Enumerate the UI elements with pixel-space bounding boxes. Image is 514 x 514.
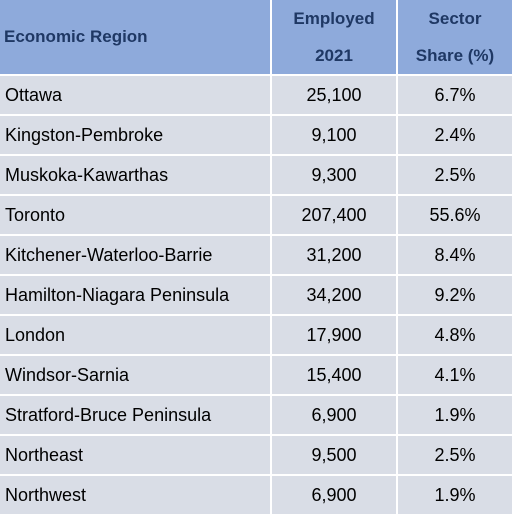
cell-region: Kitchener-Waterloo-Barrie xyxy=(0,236,270,274)
cell-region: Toronto xyxy=(0,196,270,234)
cell-region-text: Muskoka-Kawarthas xyxy=(5,164,169,185)
cell-region: Muskoka-Kawarthas xyxy=(0,156,270,194)
cell-region-text: Northwest xyxy=(5,484,87,505)
header-share-line2: Share (%) xyxy=(415,46,495,65)
cell-employed: 25,100 xyxy=(272,76,396,114)
cell-employed: 9,300 xyxy=(272,156,396,194)
table-header-row: Economic Region Employed 2021 Sector Sha… xyxy=(0,0,512,74)
cell-region-text: Hamilton-Niagara Peninsula xyxy=(5,284,230,305)
cell-employed: 6,900 xyxy=(272,476,396,514)
cell-share: 4.8% xyxy=(398,316,512,354)
cell-employed-text: 34,200 xyxy=(306,284,362,305)
table-row: Northeast 9,500 2.5% xyxy=(0,436,512,474)
cell-share: 2.5% xyxy=(398,436,512,474)
header-employed-line1: Employed xyxy=(293,9,375,28)
table-row: Northwest 6,900 1.9% xyxy=(0,476,512,514)
cell-employed-text: 9,300 xyxy=(311,164,357,185)
cell-employed: 207,400 xyxy=(272,196,396,234)
cell-employed-text: 9,500 xyxy=(311,444,357,465)
cell-employed-text: 31,200 xyxy=(306,244,362,265)
cell-share: 9.2% xyxy=(398,276,512,314)
cell-employed: 9,500 xyxy=(272,436,396,474)
cell-region-text: Windsor-Sarnia xyxy=(5,364,130,385)
header-employed: Employed 2021 xyxy=(272,0,396,74)
cell-share: 4.1% xyxy=(398,356,512,394)
table-row: Stratford-Bruce Peninsula 6,900 1.9% xyxy=(0,396,512,434)
cell-region: Kingston-Pembroke xyxy=(0,116,270,154)
cell-employed-text: 207,400 xyxy=(301,204,367,225)
cell-share-text: 8.4% xyxy=(434,244,476,265)
cell-employed: 6,900 xyxy=(272,396,396,434)
header-sector-share: Sector Share (%) xyxy=(398,0,512,74)
cell-region: Northeast xyxy=(0,436,270,474)
cell-share-text: 55.6% xyxy=(429,204,481,225)
cell-employed-text: 25,100 xyxy=(306,84,362,105)
cell-employed-text: 15,400 xyxy=(306,364,362,385)
cell-region: London xyxy=(0,316,270,354)
cell-share-text: 4.8% xyxy=(434,324,476,345)
table-row: Kitchener-Waterloo-Barrie 31,200 8.4% xyxy=(0,236,512,274)
cell-share: 6.7% xyxy=(398,76,512,114)
cell-region: Ottawa xyxy=(0,76,270,114)
cell-share-text: 1.9% xyxy=(434,404,476,425)
table-row: Windsor-Sarnia 15,400 4.1% xyxy=(0,356,512,394)
cell-share: 2.5% xyxy=(398,156,512,194)
header-employed-line2: 2021 xyxy=(315,46,353,65)
cell-region: Northwest xyxy=(0,476,270,514)
cell-share: 55.6% xyxy=(398,196,512,234)
table-row: London 17,900 4.8% xyxy=(0,316,512,354)
cell-employed-text: 6,900 xyxy=(311,484,357,505)
cell-region-text: Stratford-Bruce Peninsula xyxy=(5,404,212,425)
cell-region-text: Northeast xyxy=(5,444,84,465)
cell-share-text: 2.5% xyxy=(434,444,476,465)
cell-employed-text: 6,900 xyxy=(311,404,357,425)
cell-share: 1.9% xyxy=(398,476,512,514)
table-row: Toronto 207,400 55.6% xyxy=(0,196,512,234)
table-row: Hamilton-Niagara Peninsula 34,200 9.2% xyxy=(0,276,512,314)
cell-employed: 31,200 xyxy=(272,236,396,274)
cell-share-text: 2.4% xyxy=(434,124,476,145)
header-region-label: Economic Region xyxy=(4,27,148,46)
cell-region: Windsor-Sarnia xyxy=(0,356,270,394)
header-economic-region: Economic Region xyxy=(0,0,270,74)
cell-employed: 15,400 xyxy=(272,356,396,394)
table-row: Kingston-Pembroke 9,100 2.4% xyxy=(0,116,512,154)
cell-employed-text: 17,900 xyxy=(306,324,362,345)
cell-share: 1.9% xyxy=(398,396,512,434)
cell-share-text: 2.5% xyxy=(434,164,476,185)
cell-region: Stratford-Bruce Peninsula xyxy=(0,396,270,434)
cell-employed: 34,200 xyxy=(272,276,396,314)
table-row: Muskoka-Kawarthas 9,300 2.5% xyxy=(0,156,512,194)
cell-region-text: Kitchener-Waterloo-Barrie xyxy=(5,244,213,265)
cell-region-text: Toronto xyxy=(5,204,66,225)
cell-share-text: 4.1% xyxy=(434,364,476,385)
cell-region: Hamilton-Niagara Peninsula xyxy=(0,276,270,314)
cell-employed: 9,100 xyxy=(272,116,396,154)
cell-share: 2.4% xyxy=(398,116,512,154)
cell-region-text: Ottawa xyxy=(5,84,63,105)
header-share-line1: Sector xyxy=(428,9,482,28)
cell-share: 8.4% xyxy=(398,236,512,274)
cell-region-text: Kingston-Pembroke xyxy=(5,124,164,145)
cell-region-text: London xyxy=(5,324,66,345)
table-row: Ottawa 25,100 6.7% xyxy=(0,76,512,114)
cell-share-text: 1.9% xyxy=(434,484,476,505)
cell-share-text: 6.7% xyxy=(434,84,476,105)
cell-employed-text: 9,100 xyxy=(311,124,357,145)
cell-employed: 17,900 xyxy=(272,316,396,354)
cell-share-text: 9.2% xyxy=(434,284,476,305)
